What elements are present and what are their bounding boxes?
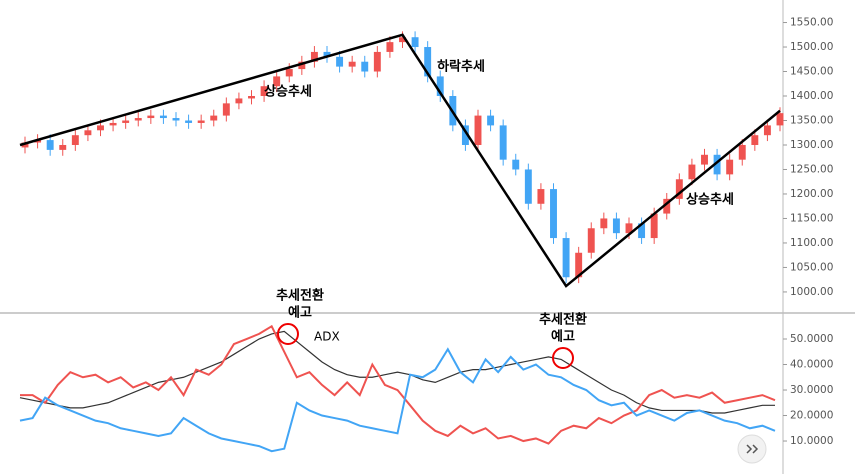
annotation: 상승추세: [686, 192, 734, 208]
candle-body: [260, 86, 268, 97]
candle-body: [638, 223, 646, 239]
candle-body: [713, 154, 721, 175]
candle-body: [59, 144, 67, 150]
candle-body: [424, 47, 432, 77]
candle-body: [776, 113, 784, 126]
candle-body: [688, 164, 696, 180]
y-tick-label: 30.0000: [790, 384, 833, 396]
candle-body: [763, 125, 771, 136]
annotation: 추세전환: [276, 288, 324, 304]
candle-body: [675, 179, 683, 199]
y-tick-label: 1200.00: [790, 188, 833, 200]
candle-body: [285, 69, 293, 77]
candle-body: [550, 189, 557, 239]
y-tick-label: 1500.00: [790, 41, 833, 53]
annotation: 추세전환: [539, 312, 587, 328]
candle-body: [84, 130, 92, 136]
y-tick-label: 1050.00: [790, 261, 833, 273]
indicator-line: [19, 347, 776, 453]
candle-body: [147, 115, 155, 119]
annotation: 하락추세: [437, 59, 485, 75]
candle-body: [524, 169, 532, 204]
candle-body: [399, 37, 406, 43]
scroll-icon[interactable]: [746, 444, 759, 454]
candle-body: [323, 51, 331, 57]
candle-body: [273, 76, 281, 87]
candle-body: [625, 223, 633, 234]
candle-body: [222, 103, 230, 116]
candle-body: [361, 61, 369, 72]
y-tick-label: 1000.00: [790, 286, 833, 298]
candle-body: [562, 238, 570, 278]
y-tick-label: 20.0000: [790, 410, 833, 422]
y-tick-label: 1400.00: [790, 90, 833, 102]
candle-body: [411, 37, 419, 48]
candle-body: [436, 76, 444, 97]
candle-body: [122, 120, 130, 123]
candle-body: [386, 42, 394, 52]
candle-body: [600, 218, 608, 229]
y-tick-label: 1550.00: [790, 17, 833, 29]
candle-body: [650, 213, 658, 239]
y-tick-label: 1100.00: [790, 237, 833, 249]
candle-body: [461, 125, 469, 145]
candle-body: [185, 120, 193, 123]
candle-body: [46, 140, 54, 150]
candle-body: [373, 51, 381, 72]
candle-body: [348, 61, 356, 67]
candle-body: [197, 120, 205, 123]
highlight-circle: [277, 323, 299, 345]
candle-body: [474, 115, 482, 145]
trend-line: [19, 33, 781, 288]
y-tick-label: 50.0000: [790, 333, 833, 345]
candle-body: [751, 135, 759, 145]
candle-body: [612, 218, 620, 234]
candle-body: [512, 159, 520, 170]
candle-body: [172, 118, 180, 121]
indicator-line: [19, 330, 775, 414]
candle-body: [487, 115, 495, 126]
y-tick-label: 1450.00: [790, 66, 833, 78]
candle-body: [235, 98, 243, 104]
candle-body: [134, 118, 142, 121]
y-tick-label: 1300.00: [790, 139, 833, 151]
candle-body: [575, 252, 583, 278]
candle-body: [97, 125, 104, 131]
y-tick-label: 10.0000: [790, 435, 833, 447]
legend-label: ADX: [314, 330, 340, 344]
candle-body: [499, 125, 507, 160]
candle-body: [248, 96, 255, 99]
candle-body: [336, 56, 344, 67]
plot: 1000.00 1050.00 1100.00 1150.00 1200.00 1250.…: [19, 17, 833, 453]
candle-body: [663, 198, 671, 214]
candle-body: [310, 51, 318, 62]
y-tick-label: 1150.00: [790, 212, 833, 224]
y-tick-label: 40.0000: [790, 359, 833, 371]
candle-body: [587, 228, 595, 253]
candle-body: [71, 135, 79, 145]
highlight-circle: [552, 347, 574, 369]
candle-body: [109, 122, 117, 126]
annotation: 예고: [551, 329, 575, 345]
y-tick-label: 1350.00: [790, 114, 833, 126]
candle-body: [298, 61, 306, 70]
annotation: 상승추세: [264, 84, 312, 100]
y-tick-label: 1250.00: [790, 163, 833, 175]
candle-body: [210, 115, 218, 121]
candle-body: [537, 189, 545, 204]
candle-body: [701, 154, 708, 165]
annotation: 예고: [288, 305, 312, 321]
candle-body: [738, 144, 746, 160]
candle-body: [159, 115, 167, 119]
candle-body: [34, 140, 42, 143]
indicator-line: [20, 324, 776, 445]
candle-body: [726, 159, 734, 175]
candle-body: [21, 142, 29, 148]
